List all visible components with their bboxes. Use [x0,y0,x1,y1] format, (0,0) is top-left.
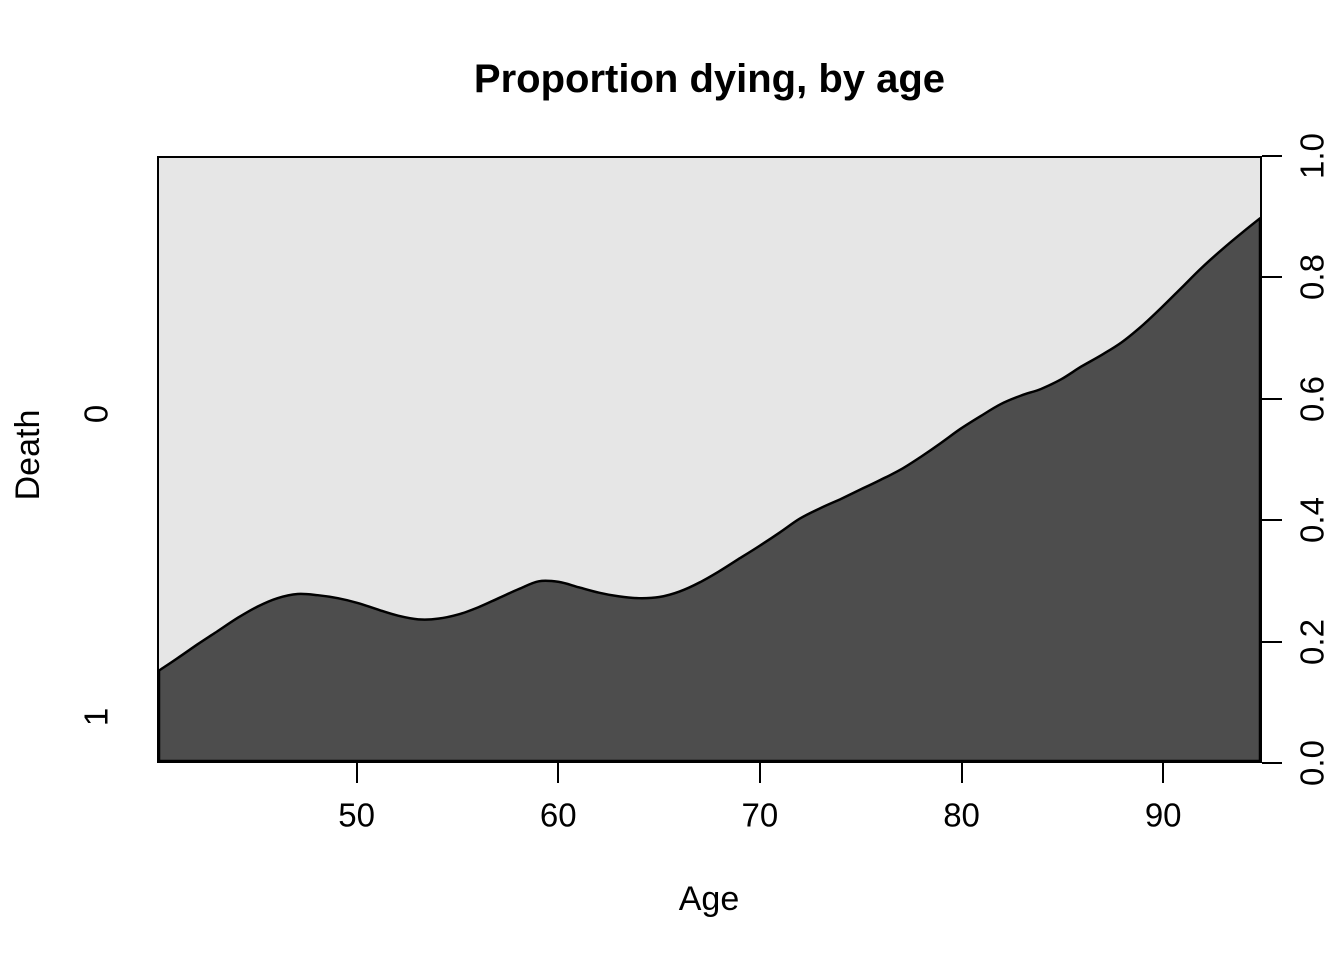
x-tick-label: 50 [338,796,375,834]
y-tick-mark [1262,276,1282,279]
y-tick-label: 1.0 [1293,133,1331,179]
x-tick-label: 60 [539,796,577,834]
category-label-0: 0 [77,404,115,424]
y-tick-label: 0.6 [1293,375,1331,422]
x-tick-mark [1162,763,1165,783]
dying-area-shape [159,217,1260,761]
y-tick-mark [1262,640,1282,643]
y-tick-mark [1262,762,1282,764]
x-tick-mark [960,763,963,783]
y-tick-mark [1262,155,1282,157]
x-tick-label: 80 [943,796,980,834]
x-tick-mark [355,763,358,783]
x-tick-mark [758,763,761,783]
y-tick-label: 0.8 [1293,254,1331,301]
x-axis-title: Age [678,880,740,918]
y-axis-title: Death [9,409,47,501]
y-tick-label: 0.2 [1293,618,1331,665]
y-tick-mark [1262,519,1282,522]
y-tick-label: 0.4 [1293,497,1331,544]
chart-title: Proportion dying, by age [473,57,946,101]
y-tick-mark [1262,397,1282,400]
x-tick-label: 70 [741,796,779,834]
plot-area [157,156,1262,763]
x-tick-mark [557,763,560,783]
y-tick-label: 0.0 [1293,740,1331,786]
category-label-1: 1 [77,708,115,727]
x-tick-label: 90 [1144,796,1182,834]
stacked-area-canvas [159,217,1260,761]
